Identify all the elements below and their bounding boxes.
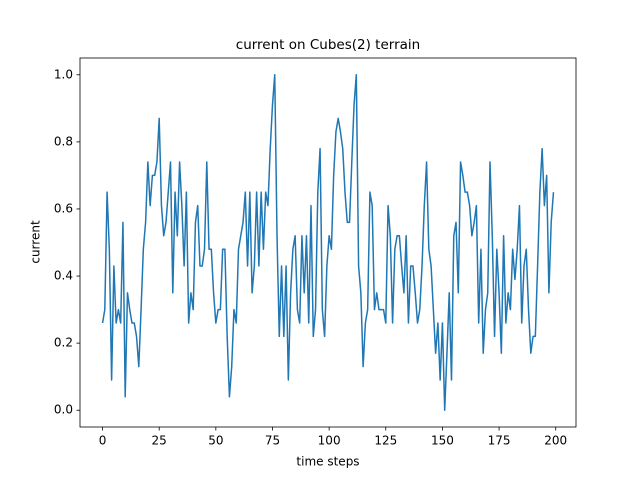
x-tick-label: 150 bbox=[431, 434, 454, 448]
x-tick-label: 25 bbox=[152, 434, 167, 448]
y-tick-label: 1.0 bbox=[54, 67, 73, 81]
y-tick-label: 0.2 bbox=[54, 336, 73, 350]
x-axis-label: time steps bbox=[296, 455, 359, 469]
y-tick-label: 0.6 bbox=[54, 201, 73, 215]
x-tick-label: 200 bbox=[544, 434, 567, 448]
y-tick-label: 0.0 bbox=[54, 403, 73, 417]
x-tick-label: 50 bbox=[208, 434, 223, 448]
y-tick-label: 0.8 bbox=[54, 134, 73, 148]
chart-title: current on Cubes(2) terrain bbox=[236, 37, 420, 53]
x-tick-label: 175 bbox=[488, 434, 511, 448]
plot-frame bbox=[79, 57, 577, 428]
data-line bbox=[101, 74, 555, 411]
y-axis-label: current bbox=[29, 220, 43, 264]
y-tick-label: 0.4 bbox=[54, 269, 73, 283]
x-tick-label: 0 bbox=[99, 434, 107, 448]
x-tick-label: 100 bbox=[318, 434, 341, 448]
x-tick-label: 125 bbox=[374, 434, 397, 448]
x-tick-label: 75 bbox=[265, 434, 280, 448]
